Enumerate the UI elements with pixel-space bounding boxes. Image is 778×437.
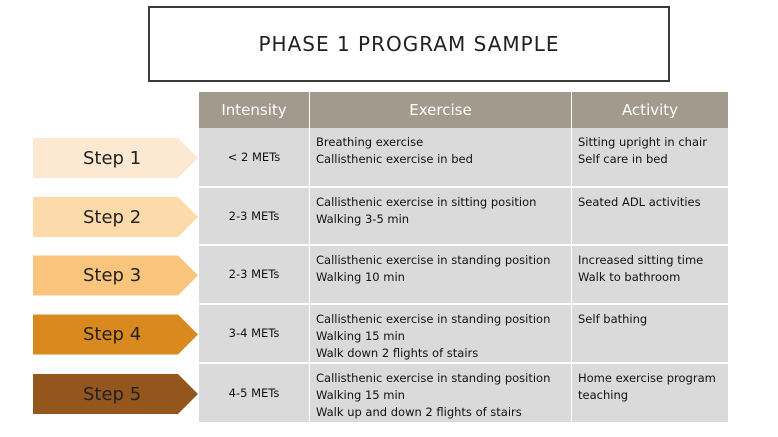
cell-line: Increased sitting time: [578, 253, 704, 267]
cell-line: Walking 15 min: [316, 388, 405, 402]
step-arrow: [33, 197, 198, 237]
cell-line: Sitting upright in chair: [578, 135, 707, 149]
cell-line: Home exercise program teaching: [578, 371, 716, 402]
activity-cell: Seated ADL activities: [572, 188, 729, 246]
cell-line: Callisthenic exercise in standing positi…: [316, 371, 551, 385]
intensity-cell: 2-3 METs: [199, 188, 310, 246]
intensity-cell: 3-4 METs: [199, 305, 310, 364]
cell-line: Self bathing: [578, 312, 648, 326]
cell-line: Self care in bed: [578, 152, 668, 166]
step-arrow: [33, 314, 198, 355]
exercise-cell: Breathing exercise Callisthenic exercise …: [310, 128, 572, 188]
cell-line: Walking 3-5 min: [316, 212, 410, 226]
exercise-cell: Callisthenic exercise in standing positi…: [310, 246, 572, 305]
step-label: Step 1: [83, 147, 142, 169]
cell-line: Callisthenic exercise in sitting positio…: [316, 195, 537, 209]
step-label: Step 2: [83, 206, 142, 228]
step-arrow: [33, 138, 198, 178]
activity-cell: Self bathing: [572, 305, 729, 364]
cell-line: Breathing exercise: [316, 135, 424, 149]
cell-line: Walk to bathroom: [578, 270, 681, 284]
exercise-cell: Callisthenic exercise in standing positi…: [310, 305, 572, 364]
header-cell: Activity: [572, 92, 729, 128]
step-arrows: [33, 138, 198, 414]
cell-line: Walking 10 min: [316, 270, 405, 284]
activity-cell: Home exercise program teaching: [572, 364, 729, 424]
cell-line: Callisthenic exercise in standing positi…: [316, 312, 551, 326]
exercise-cell: Callisthenic exercise in standing positi…: [310, 364, 572, 424]
intensity-cell: 2-3 METs: [199, 246, 310, 305]
exercise-cell: Callisthenic exercise in sitting positio…: [310, 188, 572, 246]
step-label: Step 3: [83, 265, 142, 286]
intensity-cell: 4-5 METs: [199, 364, 310, 424]
header-cell: Exercise: [310, 92, 572, 128]
title: PHASE 1 PROGRAM SAMPLE: [148, 6, 670, 82]
cell-line: Callisthenic exercise in bed: [316, 152, 473, 166]
cell-line: Walk up and down 2 flights of stairs: [316, 405, 522, 419]
header-cell: Intensity: [199, 92, 310, 128]
activity-cell: Increased sitting time Walk to bathroom: [572, 246, 729, 305]
step-label: Step 5: [83, 383, 142, 405]
cell-line: Callisthenic exercise in standing positi…: [316, 253, 551, 267]
cell-line: Seated ADL activities: [578, 195, 701, 209]
cell-line: Walk down 2 flights of stairs: [316, 346, 479, 360]
step-arrow: [33, 374, 198, 414]
intensity-cell: < 2 METs: [199, 128, 310, 188]
cell-line: Walking 15 min: [316, 329, 405, 343]
activity-cell: Sitting upright in chair Self care in bed: [572, 128, 729, 188]
step-label: Step 4: [83, 324, 142, 345]
step-arrow: [33, 255, 198, 296]
